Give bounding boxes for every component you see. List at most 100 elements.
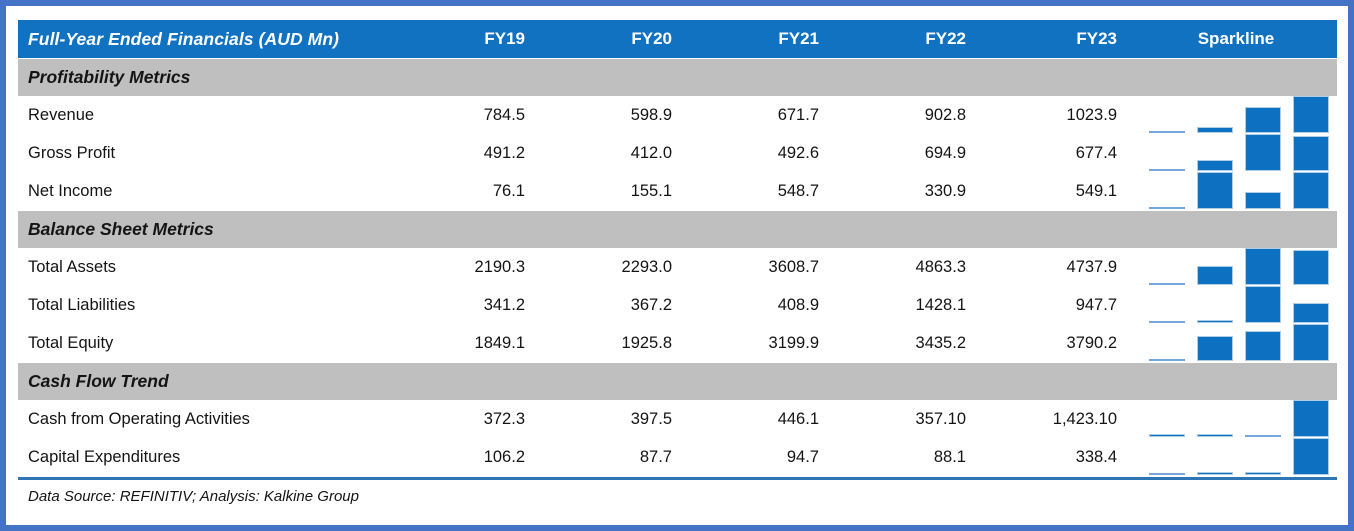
cell-fy23: 1023.9 xyxy=(1066,105,1117,124)
sparkline-low-point xyxy=(1149,320,1185,323)
sparkline-chart xyxy=(1149,400,1329,438)
sparkline-chart xyxy=(1149,438,1329,476)
sparkline-bar xyxy=(1293,96,1329,133)
section-title: Profitability Metrics xyxy=(28,67,191,87)
row-label: Total Equity xyxy=(28,333,114,352)
sparkline-bar xyxy=(1245,248,1281,285)
sparkline-bar xyxy=(1245,331,1281,361)
cell-fy19: 491.2 xyxy=(483,143,525,162)
sparkline-bar xyxy=(1197,336,1233,361)
cell-fy23: 4737.9 xyxy=(1066,257,1117,276)
table-header-row: Full-Year Ended Financials (AUD Mn) FY19… xyxy=(18,20,1337,58)
column-header-fy22: FY22 xyxy=(925,29,966,48)
cell-fy20: 155.1 xyxy=(630,181,672,200)
cell-fy21: 94.7 xyxy=(786,447,819,466)
sparkline-low-point xyxy=(1149,472,1185,475)
sparkline-bar xyxy=(1197,266,1233,285)
row-label: Total Liabilities xyxy=(28,295,136,314)
cell-fy20: 397.5 xyxy=(630,409,672,428)
cell-fy22: 694.9 xyxy=(924,143,966,162)
cell-fy19: 76.1 xyxy=(492,181,525,200)
sparkline-bar xyxy=(1293,250,1329,285)
sparkline-low-point xyxy=(1149,358,1185,361)
sparkline-bar xyxy=(1293,324,1329,361)
sparkline-bar xyxy=(1245,472,1281,475)
cell-fy20: 367.2 xyxy=(630,295,672,314)
sparkline-bar xyxy=(1197,320,1233,323)
sparkline-bar xyxy=(1197,172,1233,209)
table-bottom-divider xyxy=(18,477,1337,480)
cell-fy22: 902.8 xyxy=(924,105,966,124)
sparkline-chart xyxy=(1149,248,1329,286)
sparkline-bar xyxy=(1197,160,1233,171)
cell-fy20: 412.0 xyxy=(630,143,672,162)
row-label: Total Assets xyxy=(28,257,117,276)
sparkline-chart xyxy=(1149,286,1329,324)
cell-fy19: 372.3 xyxy=(483,409,525,428)
cell-fy21: 446.1 xyxy=(777,409,819,428)
cell-fy19: 2190.3 xyxy=(474,257,525,276)
row-label: Capital Expenditures xyxy=(28,447,181,466)
sparkline-low-point xyxy=(1149,206,1185,209)
row-label: Revenue xyxy=(28,105,95,124)
cell-fy20: 87.7 xyxy=(639,447,672,466)
table-row: Capital Expenditures 106.2 87.7 94.7 88.… xyxy=(18,438,1337,476)
sparkline-chart xyxy=(1149,172,1329,210)
table-row: Total Liabilities 341.2 367.2 408.9 1428… xyxy=(18,286,1337,324)
sparkline-bar xyxy=(1293,136,1329,171)
cell-fy19: 341.2 xyxy=(483,295,525,314)
sparkline-bar xyxy=(1197,127,1233,133)
section-header-profitability: Profitability Metrics xyxy=(18,59,1337,96)
cell-fy22: 1428.1 xyxy=(915,295,966,314)
cell-fy22: 3435.2 xyxy=(915,333,966,352)
sparkline-chart xyxy=(1149,324,1329,362)
section-title: Balance Sheet Metrics xyxy=(28,219,214,239)
column-header-sparkline: Sparkline xyxy=(1197,29,1275,48)
section-title: Cash Flow Trend xyxy=(28,371,169,391)
cell-fy21: 671.7 xyxy=(777,105,819,124)
sparkline-bar xyxy=(1245,192,1281,209)
cell-fy23: 1,423.10 xyxy=(1052,409,1117,428)
sparkline-bar xyxy=(1293,400,1329,437)
sparkline-bar xyxy=(1293,438,1329,475)
table-row: Gross Profit 491.2 412.0 492.6 694.9 677… xyxy=(18,134,1337,172)
cell-fy21: 3199.9 xyxy=(768,333,819,352)
cell-fy21: 548.7 xyxy=(777,181,819,200)
cell-fy21: 3608.7 xyxy=(768,257,819,276)
sparkline-chart xyxy=(1149,134,1329,172)
row-label: Cash from Operating Activities xyxy=(28,409,250,428)
cell-fy20: 1925.8 xyxy=(621,333,672,352)
sparkline-bar xyxy=(1197,434,1233,437)
column-header-fy20: FY20 xyxy=(631,29,672,48)
cell-fy20: 2293.0 xyxy=(621,257,672,276)
sparkline-bar xyxy=(1245,134,1281,171)
cell-fy22: 88.1 xyxy=(933,447,966,466)
section-header-cash-flow: Cash Flow Trend xyxy=(18,363,1337,400)
cell-fy21: 492.6 xyxy=(777,143,819,162)
cell-fy19: 1849.1 xyxy=(474,333,525,352)
data-source-note: Data Source: REFINITIV; Analysis: Kalkin… xyxy=(28,488,359,505)
cell-fy23: 947.7 xyxy=(1075,295,1117,314)
cell-fy22: 330.9 xyxy=(924,181,966,200)
table-row: Net Income 76.1 155.1 548.7 330.9 549.1 xyxy=(18,172,1337,210)
section-header-balance-sheet: Balance Sheet Metrics xyxy=(18,211,1337,248)
sparkline-bar xyxy=(1197,472,1233,475)
cell-fy21: 408.9 xyxy=(777,295,819,314)
sparkline-bar xyxy=(1293,172,1329,209)
cell-fy23: 549.1 xyxy=(1075,181,1117,200)
cell-fy23: 3790.2 xyxy=(1066,333,1117,352)
sparkline-bar xyxy=(1293,303,1329,323)
cell-fy22: 357.10 xyxy=(915,409,966,428)
table-row: Total Assets 2190.3 2293.0 3608.7 4863.3… xyxy=(18,248,1337,286)
table-row: Revenue 784.5 598.9 671.7 902.8 1023.9 xyxy=(18,96,1337,134)
cell-fy22: 4863.3 xyxy=(915,257,966,276)
column-header-fy21: FY21 xyxy=(778,29,819,48)
sparkline-low-point xyxy=(1149,282,1185,285)
sparkline-low-point xyxy=(1149,130,1185,133)
table-row: Total Equity 1849.1 1925.8 3199.9 3435.2… xyxy=(18,324,1337,362)
cell-fy20: 598.9 xyxy=(630,105,672,124)
table-row: Cash from Operating Activities 372.3 397… xyxy=(18,400,1337,438)
cell-fy19: 106.2 xyxy=(483,447,525,466)
sparkline-chart xyxy=(1149,96,1329,134)
